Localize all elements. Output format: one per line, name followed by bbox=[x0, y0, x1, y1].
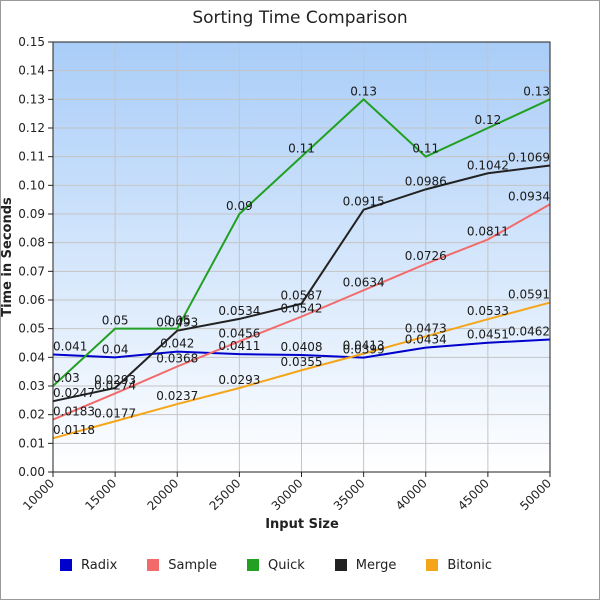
chart-title: Sorting Time Comparison bbox=[192, 8, 408, 28]
data-label: 0.0368 bbox=[156, 352, 198, 366]
legend-swatch bbox=[334, 559, 347, 571]
legend-label: Sample bbox=[168, 557, 218, 573]
data-label: 0.03 bbox=[53, 371, 80, 385]
y-tick-label: 0.13 bbox=[18, 92, 45, 106]
y-tick-label: 0.09 bbox=[18, 207, 45, 221]
data-label: 0.041 bbox=[53, 339, 87, 353]
legend-swatch bbox=[147, 559, 160, 571]
data-label: 0.0355 bbox=[281, 355, 323, 369]
y-tick-label: 0.11 bbox=[18, 150, 45, 164]
legend-label: Quick bbox=[268, 557, 305, 573]
legend-label: Bitonic bbox=[447, 557, 492, 573]
data-label: 0.0118 bbox=[53, 423, 95, 437]
data-label: 0.12 bbox=[475, 113, 502, 127]
data-label: 0.13 bbox=[350, 84, 377, 98]
legend-item-bitonic: Bitonic bbox=[426, 558, 492, 573]
series-line-sample bbox=[52, 203, 551, 421]
series-line-quick bbox=[52, 97, 551, 387]
data-label: 0.0411 bbox=[218, 339, 260, 353]
legend-item-radix: Radix bbox=[60, 558, 117, 573]
data-label: 0.0413 bbox=[343, 339, 385, 353]
x-tick-label: 40000 bbox=[393, 476, 430, 513]
data-label: 0.0177 bbox=[94, 406, 136, 420]
data-label: 0.0293 bbox=[218, 373, 260, 387]
y-tick-label: 0.14 bbox=[18, 64, 45, 78]
x-tick-label: 20000 bbox=[144, 476, 181, 513]
plot-border bbox=[52, 41, 551, 473]
legend-swatch bbox=[60, 559, 72, 571]
data-label: 0.0183 bbox=[53, 405, 95, 419]
legend: Radix Sample Quick Merge Bitonic bbox=[60, 556, 522, 574]
data-label: 0.0811 bbox=[467, 225, 509, 239]
data-label: 0.0473 bbox=[405, 321, 447, 335]
data-label: 0.11 bbox=[288, 142, 315, 156]
legend-label: Merge bbox=[355, 557, 397, 573]
legend-item-sample: Sample bbox=[147, 558, 217, 573]
data-label: 0.0399 bbox=[343, 343, 385, 357]
data-label: 0.0293 bbox=[94, 373, 136, 387]
data-label: 0.1069 bbox=[508, 151, 550, 165]
y-tick-label: 0.15 bbox=[18, 35, 45, 49]
data-label: 0.0434 bbox=[405, 333, 447, 347]
y-tick-label: 0.04 bbox=[18, 350, 45, 364]
legend-item-quick: Quick bbox=[247, 558, 305, 573]
data-label: 0.09 bbox=[226, 199, 253, 213]
y-tick-label: 0.07 bbox=[18, 264, 45, 278]
y-tick-label: 0.10 bbox=[18, 178, 45, 192]
data-label: 0.0534 bbox=[218, 304, 260, 318]
data-label: 0.0462 bbox=[508, 325, 550, 339]
data-label: 0.0237 bbox=[156, 389, 198, 403]
data-label: 0.0274 bbox=[94, 378, 136, 392]
x-tick-label: 35000 bbox=[331, 476, 368, 513]
data-label: 0.0591 bbox=[508, 288, 550, 302]
y-tick-label: 0.06 bbox=[18, 293, 45, 307]
data-label: 0.0408 bbox=[281, 340, 323, 354]
legend-swatch bbox=[247, 559, 260, 571]
data-label: 0.0533 bbox=[467, 304, 509, 318]
legend-label: Radix bbox=[81, 557, 118, 573]
data-label: 0.0726 bbox=[405, 249, 447, 263]
data-label: 0.0493 bbox=[156, 316, 198, 330]
x-tick-label: 30000 bbox=[269, 476, 306, 513]
series-line-radix bbox=[52, 338, 551, 359]
x-axis-label: Input Size bbox=[265, 517, 339, 532]
data-label: 0.0451 bbox=[467, 328, 509, 342]
data-label: 0.0934 bbox=[508, 189, 550, 203]
data-label: 0.0542 bbox=[281, 302, 323, 316]
y-axis-label: Time in Seconds bbox=[0, 197, 15, 317]
data-label: 0.05 bbox=[102, 314, 129, 328]
x-tick-label: 25000 bbox=[207, 476, 244, 513]
x-tick-label: 10000 bbox=[20, 476, 57, 513]
x-tick-label: 50000 bbox=[517, 476, 554, 513]
data-label: 0.0587 bbox=[281, 289, 323, 303]
x-tick-label: 45000 bbox=[455, 476, 492, 513]
data-label: 0.0634 bbox=[343, 275, 385, 289]
data-label: 0.04 bbox=[102, 342, 129, 356]
series-line-bitonic bbox=[52, 301, 551, 440]
y-tick-label: 0.01 bbox=[18, 436, 45, 450]
data-label: 0.13 bbox=[523, 84, 550, 98]
series-line-merge bbox=[52, 164, 551, 403]
data-label: 0.11 bbox=[412, 142, 439, 156]
data-label: 0.0986 bbox=[405, 174, 447, 188]
data-label: 0.0247 bbox=[53, 386, 95, 400]
y-tick-label: 0.00 bbox=[18, 465, 45, 479]
data-label: 0.05 bbox=[164, 314, 191, 328]
legend-item-merge: Merge bbox=[334, 557, 397, 573]
y-tick-label: 0.08 bbox=[18, 236, 45, 250]
data-label: 0.042 bbox=[160, 337, 194, 351]
legend-swatch bbox=[426, 559, 439, 571]
y-tick-label: 0.05 bbox=[18, 322, 45, 336]
y-tick-label: 0.02 bbox=[18, 408, 45, 422]
x-tick-label: 15000 bbox=[82, 476, 119, 513]
data-label: 0.0456 bbox=[218, 326, 260, 340]
y-tick-label: 0.03 bbox=[18, 379, 45, 393]
data-label: 0.1042 bbox=[467, 158, 509, 172]
data-label: 0.0915 bbox=[343, 195, 385, 209]
y-tick-label: 0.12 bbox=[18, 121, 45, 135]
series-lines bbox=[52, 97, 551, 440]
